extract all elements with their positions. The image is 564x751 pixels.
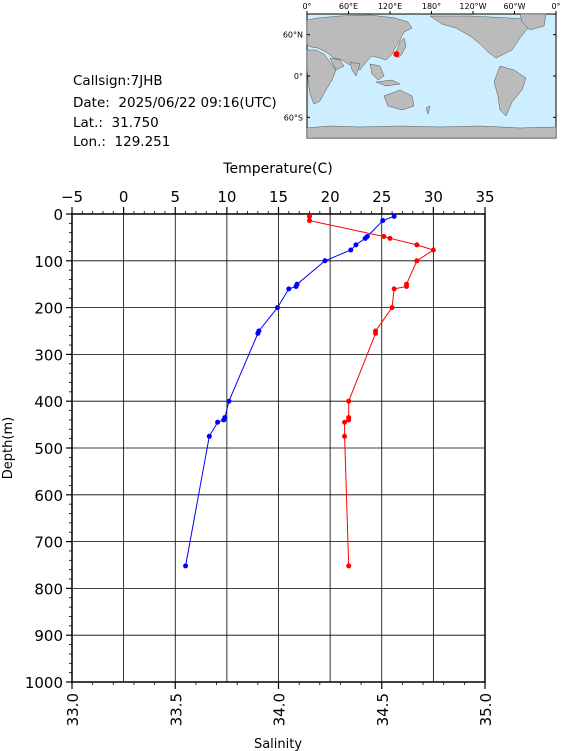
station-marker <box>393 51 400 58</box>
depth-tick-label: 1000 <box>25 674 63 692</box>
chart-axes: −5 0 5 10 15 20 25 30 35010020030040050060070080… <box>25 188 495 726</box>
salinity-axis-label: Salinity <box>254 737 302 751</box>
map-lon-tick-label: 60°E <box>339 2 358 11</box>
map-lon-tick-label: 120°E <box>378 2 402 11</box>
temperature-tick-label: 35 <box>475 188 494 206</box>
map-lat-tick-label: 60°N <box>283 31 303 40</box>
temperature-data-point <box>221 417 227 423</box>
salinity-tick-label: 34.0 <box>271 693 289 726</box>
depth-tick-label: 200 <box>34 300 63 318</box>
map-axis-ticks: 0° 60°E 120°E 180° 120°W 60°W 0° 60°N 0° 60°S <box>283 2 561 122</box>
depth-axis-label: Depth(m) <box>1 417 16 479</box>
chart-series <box>183 213 436 569</box>
salinity-data-point <box>306 218 312 224</box>
depth-tick-label: 300 <box>34 346 63 364</box>
temperature-data-point <box>348 247 354 253</box>
temperature-tick-label: 25 <box>372 188 391 206</box>
salinity-data-point <box>306 213 312 219</box>
salinity-data-point <box>430 247 436 253</box>
station-callsign: Callsign:7JHB <box>73 73 163 89</box>
salinity-data-point <box>381 233 387 239</box>
salinity-tick-label: 34.5 <box>374 693 392 726</box>
map-lat-tick-label: 0° <box>294 72 303 81</box>
temperature-tick-label: 15 <box>269 188 288 206</box>
map-lat-tick-label: 60°S <box>284 113 303 122</box>
salinity-profile-line <box>309 216 435 566</box>
depth-tick-label: 100 <box>34 253 63 271</box>
temperature-data-point <box>274 305 280 311</box>
temperature-data-point <box>226 398 232 404</box>
temperature-data-point <box>293 284 299 290</box>
depth-tick-label: 900 <box>34 627 63 645</box>
salinity-data-point <box>404 284 410 290</box>
temperature-profile-line <box>185 215 395 566</box>
temperature-data-point <box>206 433 212 439</box>
map-lon-tick-label: 0° <box>551 2 560 11</box>
temperature-tick-label: 0 <box>119 188 129 206</box>
temperature-tick-label: −5 <box>61 188 83 206</box>
temperature-tick-label: 10 <box>217 188 236 206</box>
station-latitude: Lat.: 31.750 <box>73 115 159 131</box>
temperature-tick-label: 30 <box>424 188 443 206</box>
salinity-data-point <box>342 419 348 425</box>
salinity-data-point <box>414 242 420 248</box>
salinity-tick-label: 33.5 <box>167 693 185 726</box>
world-map: 0° 60°E 120°E 180° 120°W 60°W 0° 60°N 0° 60°S <box>283 2 561 139</box>
station-longitude: Lon.: 129.251 <box>73 134 171 150</box>
temperature-tick-label: 5 <box>170 188 180 206</box>
salinity-data-point <box>346 563 352 569</box>
temperature-data-point <box>391 213 397 219</box>
salinity-data-point <box>346 398 352 404</box>
temperature-data-point <box>362 235 368 241</box>
chart-grid <box>71 213 486 683</box>
temperature-data-point <box>322 258 328 264</box>
temperature-data-point <box>286 286 292 292</box>
temperature-tick-label: 20 <box>321 188 340 206</box>
map-lon-tick-label: 120°W <box>459 2 486 11</box>
salinity-data-point <box>414 258 420 264</box>
temperature-data-point <box>380 218 386 224</box>
salinity-data-point <box>373 330 379 336</box>
salinity-data-point <box>391 286 397 292</box>
depth-tick-label: 800 <box>34 580 63 598</box>
map-lon-tick-label: 60°W <box>503 2 525 11</box>
depth-tick-label: 600 <box>34 487 63 505</box>
salinity-data-point <box>389 305 395 311</box>
salinity-data-point <box>387 235 393 241</box>
temperature-data-point <box>183 563 189 569</box>
salinity-tick-label: 33.0 <box>64 693 82 726</box>
map-lon-tick-label: 0° <box>302 2 311 11</box>
depth-tick-label: 700 <box>34 534 63 552</box>
station-date: Date: 2025/06/22 09:16(UTC) <box>73 95 277 111</box>
salinity-data-point <box>346 417 352 423</box>
temperature-data-point <box>215 419 221 425</box>
salinity-tick-label: 35.0 <box>477 693 495 726</box>
map-lon-tick-label: 180° <box>422 2 441 11</box>
temperature-axis-label: Temperature(C) <box>222 161 332 177</box>
temperature-data-point <box>353 242 359 248</box>
salinity-data-point <box>342 433 348 439</box>
map-land <box>306 13 557 139</box>
depth-tick-label: 400 <box>34 393 63 411</box>
depth-tick-label: 500 <box>34 440 63 458</box>
temperature-data-point <box>255 330 261 336</box>
depth-tick-label: 0 <box>53 206 63 224</box>
